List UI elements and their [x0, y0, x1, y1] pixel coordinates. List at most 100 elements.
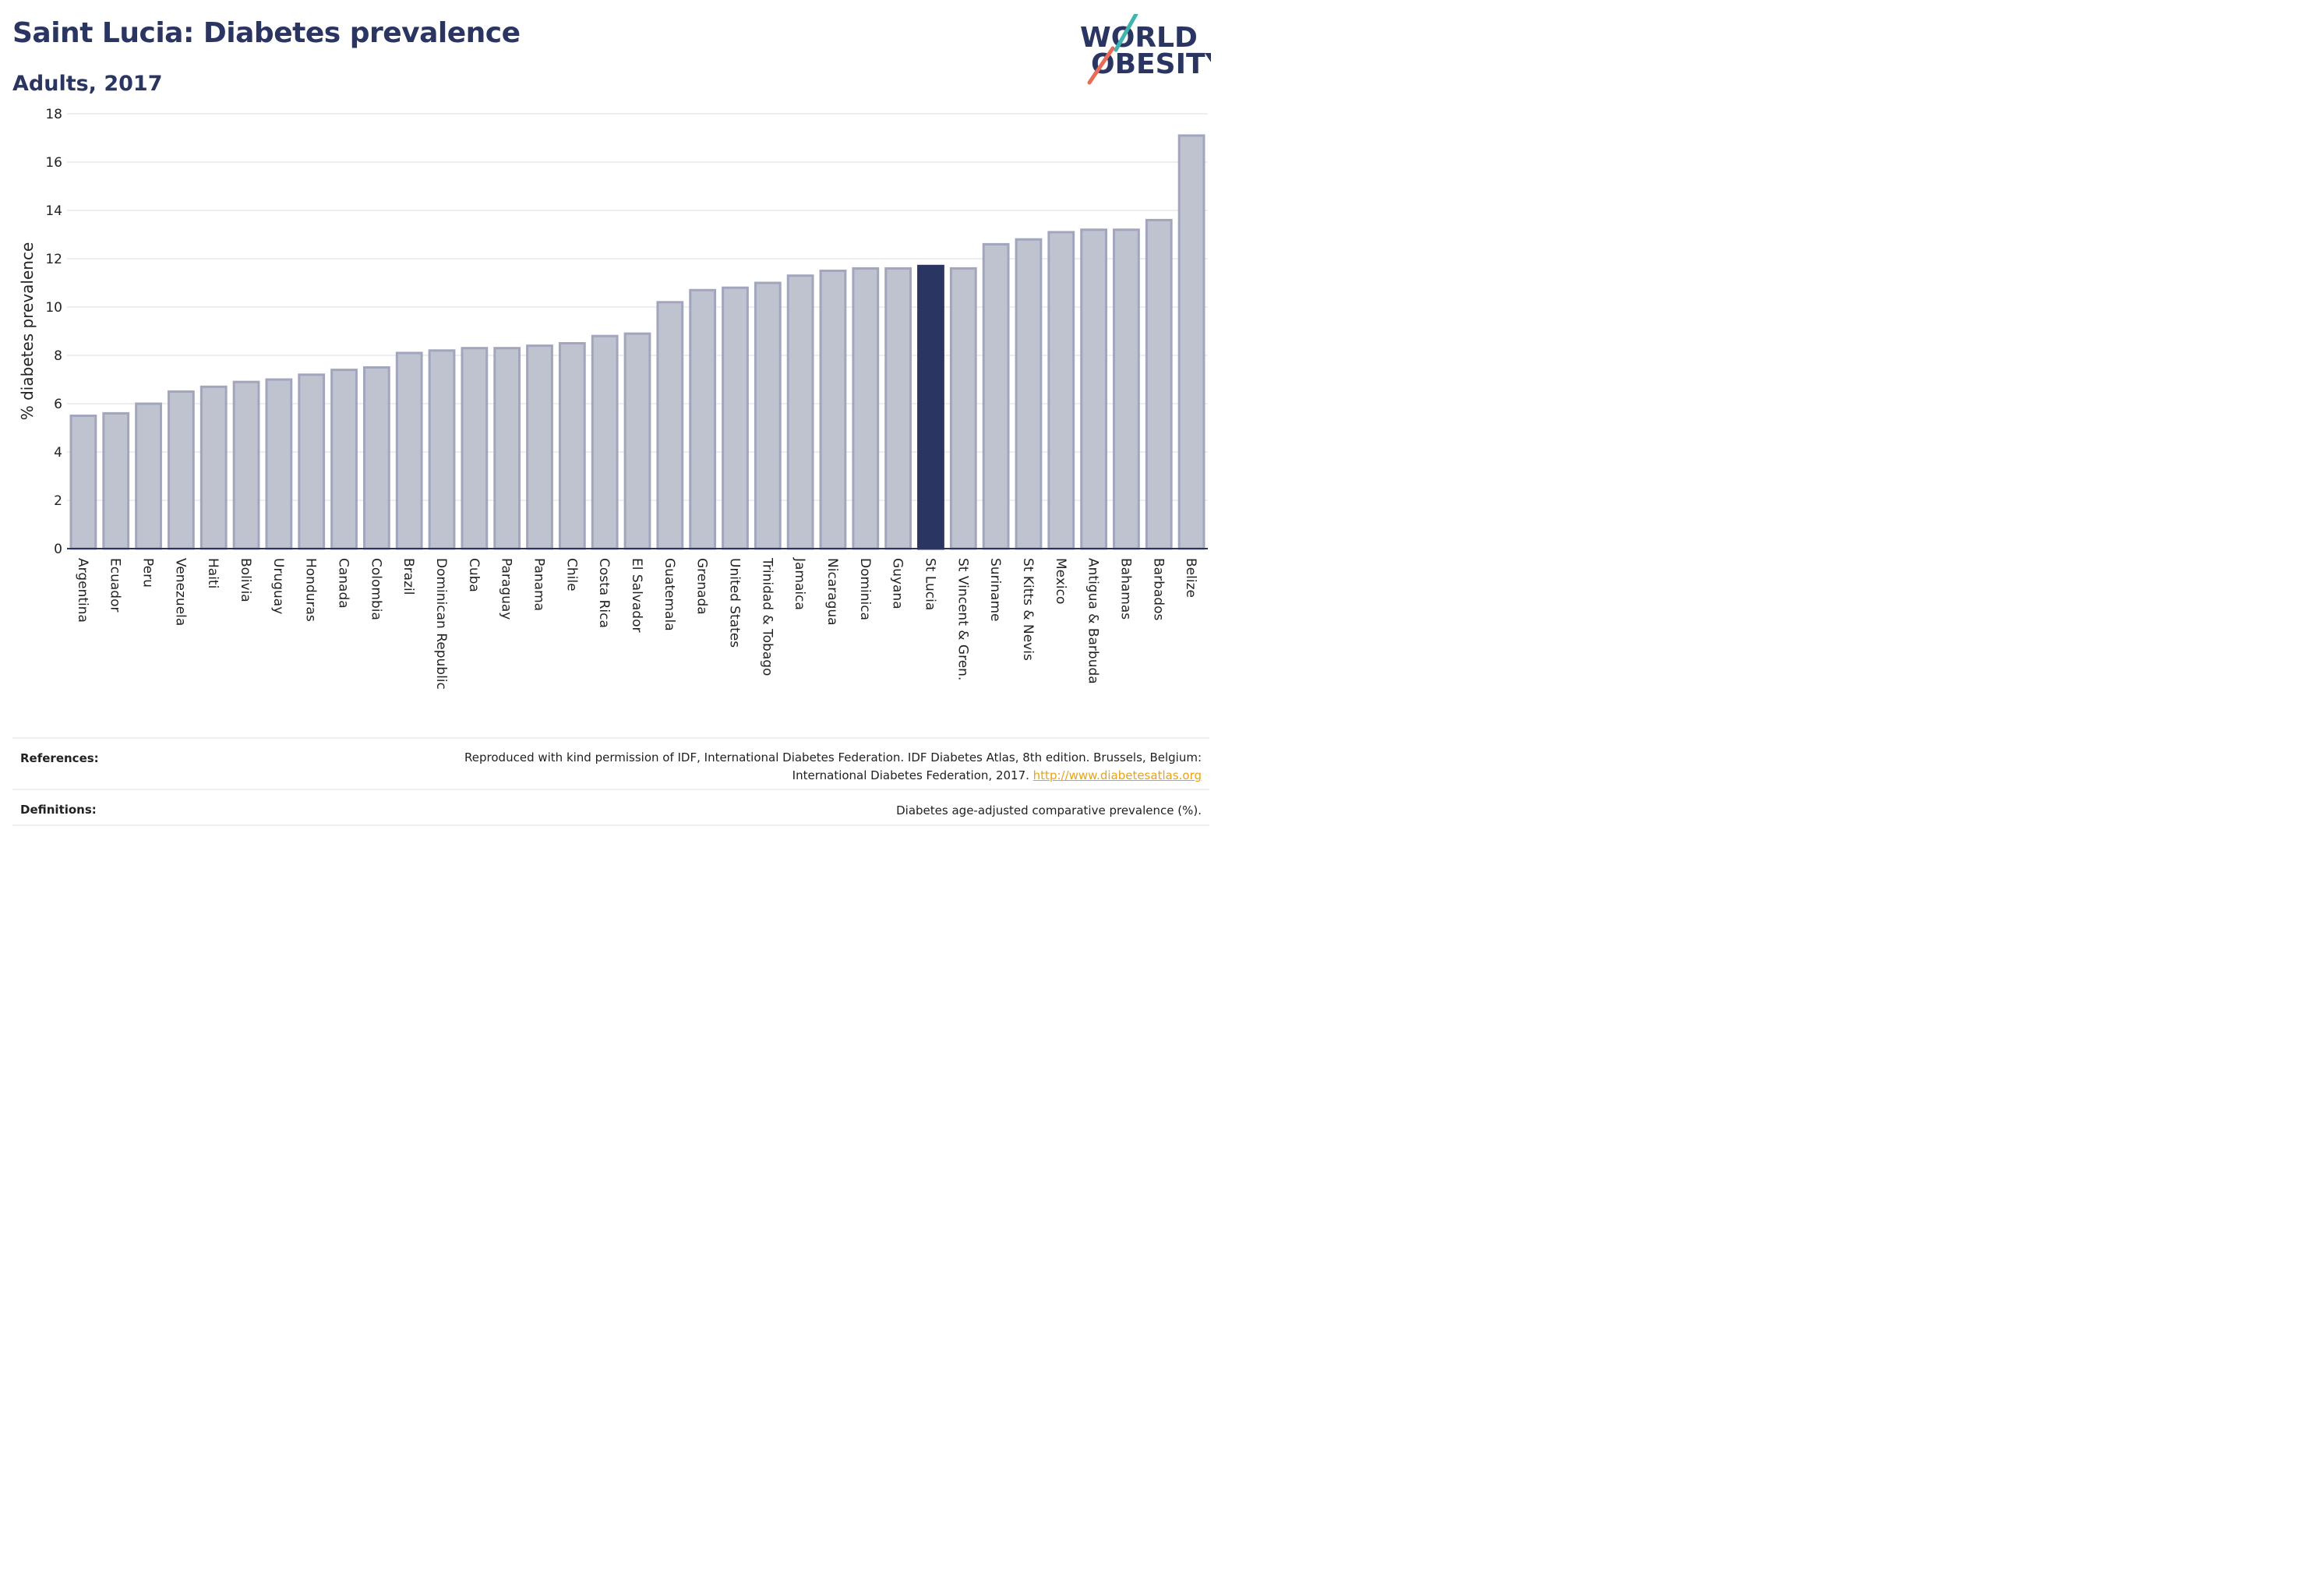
- references-link[interactable]: http://www.diabetesatlas.org: [1032, 768, 1202, 782]
- bar: [428, 349, 456, 550]
- x-category-label: Suriname: [987, 558, 1003, 622]
- references-line-2: International Diabetes Federation, 2017.: [792, 768, 1029, 782]
- x-category-label: Grenada: [694, 558, 710, 615]
- bar: [1015, 238, 1043, 550]
- definitions-text: Diabetes age-adjusted comparative preval…: [896, 803, 1202, 817]
- bar: [689, 288, 717, 550]
- logo-line-1: WORLD: [1080, 22, 1198, 54]
- bar: [819, 270, 847, 550]
- x-category-label: Colombia: [368, 558, 383, 620]
- y-tick-label: 18: [45, 107, 62, 122]
- bar: [135, 402, 162, 550]
- y-axis-ticks: 0 2 4 6 8 10 12 14 16 18: [45, 107, 62, 557]
- bar: [526, 344, 553, 550]
- x-category-label: Panama: [531, 558, 547, 611]
- references-text: Reproduced with kind permission of IDF, …: [464, 749, 1202, 785]
- x-category-label: Guyana: [890, 558, 905, 609]
- bar: [232, 380, 260, 550]
- bar: [1113, 228, 1140, 550]
- bar: [168, 390, 195, 550]
- y-tick-label: 12: [45, 252, 62, 267]
- bar: [852, 267, 880, 550]
- x-category-label: Bolivia: [238, 558, 253, 602]
- definitions-label: Definitions:: [20, 803, 97, 817]
- references-label: References:: [20, 751, 99, 765]
- bar: [199, 385, 228, 550]
- bar: [591, 334, 619, 550]
- y-tick-label: 4: [54, 445, 62, 461]
- x-category-label: Peru: [140, 558, 156, 588]
- bar: [461, 347, 489, 550]
- y-tick-label: 8: [54, 348, 62, 364]
- bars: [69, 134, 1205, 550]
- bar: [623, 332, 651, 550]
- world-obesity-logo: WORLD OBESITY: [1080, 14, 1211, 85]
- bar: [1080, 228, 1107, 550]
- y-tick-label: 16: [45, 155, 62, 171]
- bar: [656, 301, 684, 550]
- x-category-label: Chile: [563, 558, 579, 591]
- x-category-label: El Salvador: [629, 558, 644, 632]
- logo-slash-teal: [1114, 14, 1138, 52]
- x-category-label: Brazil: [401, 558, 416, 595]
- x-category-label: Paraguay: [499, 558, 514, 620]
- x-category-label: Honduras: [303, 558, 319, 622]
- x-category-label: Canada: [336, 558, 351, 609]
- y-tick-label: 10: [45, 300, 62, 316]
- x-category-label: Guatemala: [662, 558, 677, 631]
- x-category-label: Mexico: [1053, 558, 1068, 604]
- y-axis-label: % diabetes prevalence: [18, 242, 37, 421]
- x-category-label: Cuba: [466, 558, 482, 592]
- x-category-label: Jamaica: [792, 557, 807, 610]
- x-category-label: Dominica: [857, 558, 873, 620]
- references-row: References: Reproduced with kind permiss…: [12, 737, 1209, 790]
- bar: [722, 286, 749, 550]
- definitions-row: Definitions: Diabetes age-adjusted compa…: [12, 789, 1209, 826]
- bar: [1047, 231, 1075, 550]
- bar: [69, 415, 97, 550]
- bar: [298, 373, 326, 550]
- x-category-label: Bahamas: [1117, 558, 1133, 620]
- bar: [558, 342, 586, 550]
- x-category-label: Barbados: [1150, 558, 1166, 620]
- x-category-label: Trinidad & Tobago: [759, 557, 775, 676]
- bar: [982, 242, 1010, 550]
- bar-chart: 0 2 4 6 8 10 12 14 16 18 % diabetes prevalence Ar…: [18, 107, 1208, 690]
- bar: [395, 351, 423, 550]
- x-category-label: Argentina: [75, 558, 90, 623]
- x-axis-category-labels: Argentina Ecuador Peru Venezuela Haiti Bolivi…: [75, 557, 1198, 690]
- bar: [493, 347, 521, 550]
- x-category-label: Nicaragua: [824, 558, 840, 626]
- bar: [786, 274, 814, 550]
- y-tick-label: 14: [45, 203, 62, 219]
- bar: [1145, 218, 1173, 550]
- x-category-label: Ecuador: [108, 558, 123, 612]
- y-tick-label: 0: [54, 542, 62, 557]
- bar: [949, 267, 977, 550]
- bar-highlight: [917, 264, 944, 550]
- x-category-label: St Lucia: [922, 558, 937, 610]
- bar: [330, 369, 358, 550]
- chart-title: Saint Lucia: Diabetes prevalence: [12, 17, 521, 49]
- x-category-label: Haiti: [205, 558, 221, 588]
- x-category-label: St Vincent & Gren.: [955, 558, 970, 680]
- references-line-1: Reproduced with kind permission of IDF, …: [464, 750, 1202, 764]
- x-category-label: Belize: [1183, 558, 1198, 598]
- x-category-label: Costa Rica: [596, 558, 612, 628]
- bar: [754, 281, 782, 550]
- x-category-label: Uruguay: [270, 558, 286, 614]
- bar: [102, 411, 130, 550]
- logo-slash-coral: [1087, 46, 1115, 85]
- x-category-label: Antigua & Barbuda: [1085, 558, 1101, 684]
- bar: [1177, 134, 1205, 550]
- bar: [362, 366, 390, 550]
- y-tick-label: 2: [54, 493, 62, 509]
- chart-subtitle: Adults, 2017: [12, 72, 163, 96]
- x-category-label: Dominican Republic: [433, 558, 449, 690]
- bar: [265, 378, 293, 550]
- bar: [884, 267, 912, 550]
- x-category-label: United States: [726, 558, 742, 648]
- x-category-label: Venezuela: [172, 558, 188, 626]
- x-category-label: St Kitts & Nevis: [1020, 558, 1036, 661]
- y-tick-label: 6: [54, 397, 62, 412]
